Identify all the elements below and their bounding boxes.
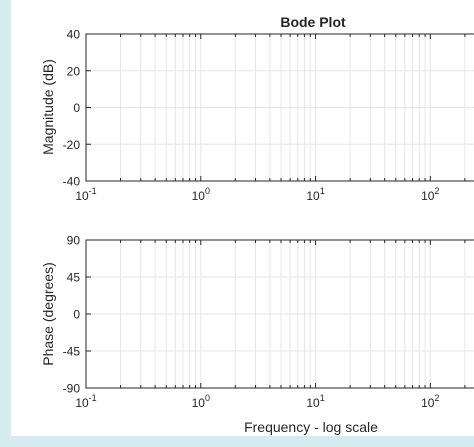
magnitude-ticks [85, 33, 466, 182]
magnitude-axes: 40 20 0 -20 -40 10-1 100 101 102 Bode Plot Magn… [40, 14, 474, 203]
x-tick-label: 102 [421, 393, 439, 410]
figure-panel [11, 0, 474, 436]
x-tick-label: 102 [421, 186, 439, 203]
y-tick-label: 90 [67, 234, 81, 248]
x-tick-label: 100 [192, 393, 210, 410]
y-tick-label: 0 [73, 101, 80, 115]
x-tick-label: 100 [192, 186, 210, 203]
magnitude-x-tick-labels: 10-1 100 101 102 [75, 186, 439, 203]
phase-y-axis-label: Phase (degrees) [40, 262, 56, 366]
y-tick-label: 20 [67, 64, 81, 78]
magnitude-grid [85, 33, 474, 182]
phase-x-tick-labels: 10-1 100 101 102 [75, 393, 439, 410]
phase-x-axis-label: Frequency - log scale [244, 419, 378, 435]
y-tick-label: 0 [73, 308, 80, 322]
magnitude-y-axis-label: Magnitude (dB) [40, 59, 56, 155]
y-tick-label: -90 [63, 382, 81, 396]
magnitude-title: Bode Plot [280, 14, 346, 30]
x-tick-label: 10-1 [75, 186, 96, 203]
x-tick-label: 10-1 [75, 393, 96, 410]
magnitude-y-tick-labels: 40 20 0 -20 -40 [63, 28, 81, 189]
y-tick-label: -40 [63, 175, 81, 189]
phase-y-tick-labels: 90 45 0 -45 -90 [63, 234, 81, 396]
x-tick-label: 101 [306, 186, 324, 203]
phase-ticks [85, 239, 466, 389]
x-tick-label: 101 [306, 393, 324, 410]
y-tick-label: 45 [67, 271, 81, 285]
phase-axes: 90 45 0 -45 -90 10-1 100 101 102 Frequency - lo… [40, 234, 474, 435]
y-tick-label: -20 [63, 138, 81, 152]
y-tick-label: 40 [67, 28, 81, 42]
y-tick-label: -45 [63, 345, 81, 359]
